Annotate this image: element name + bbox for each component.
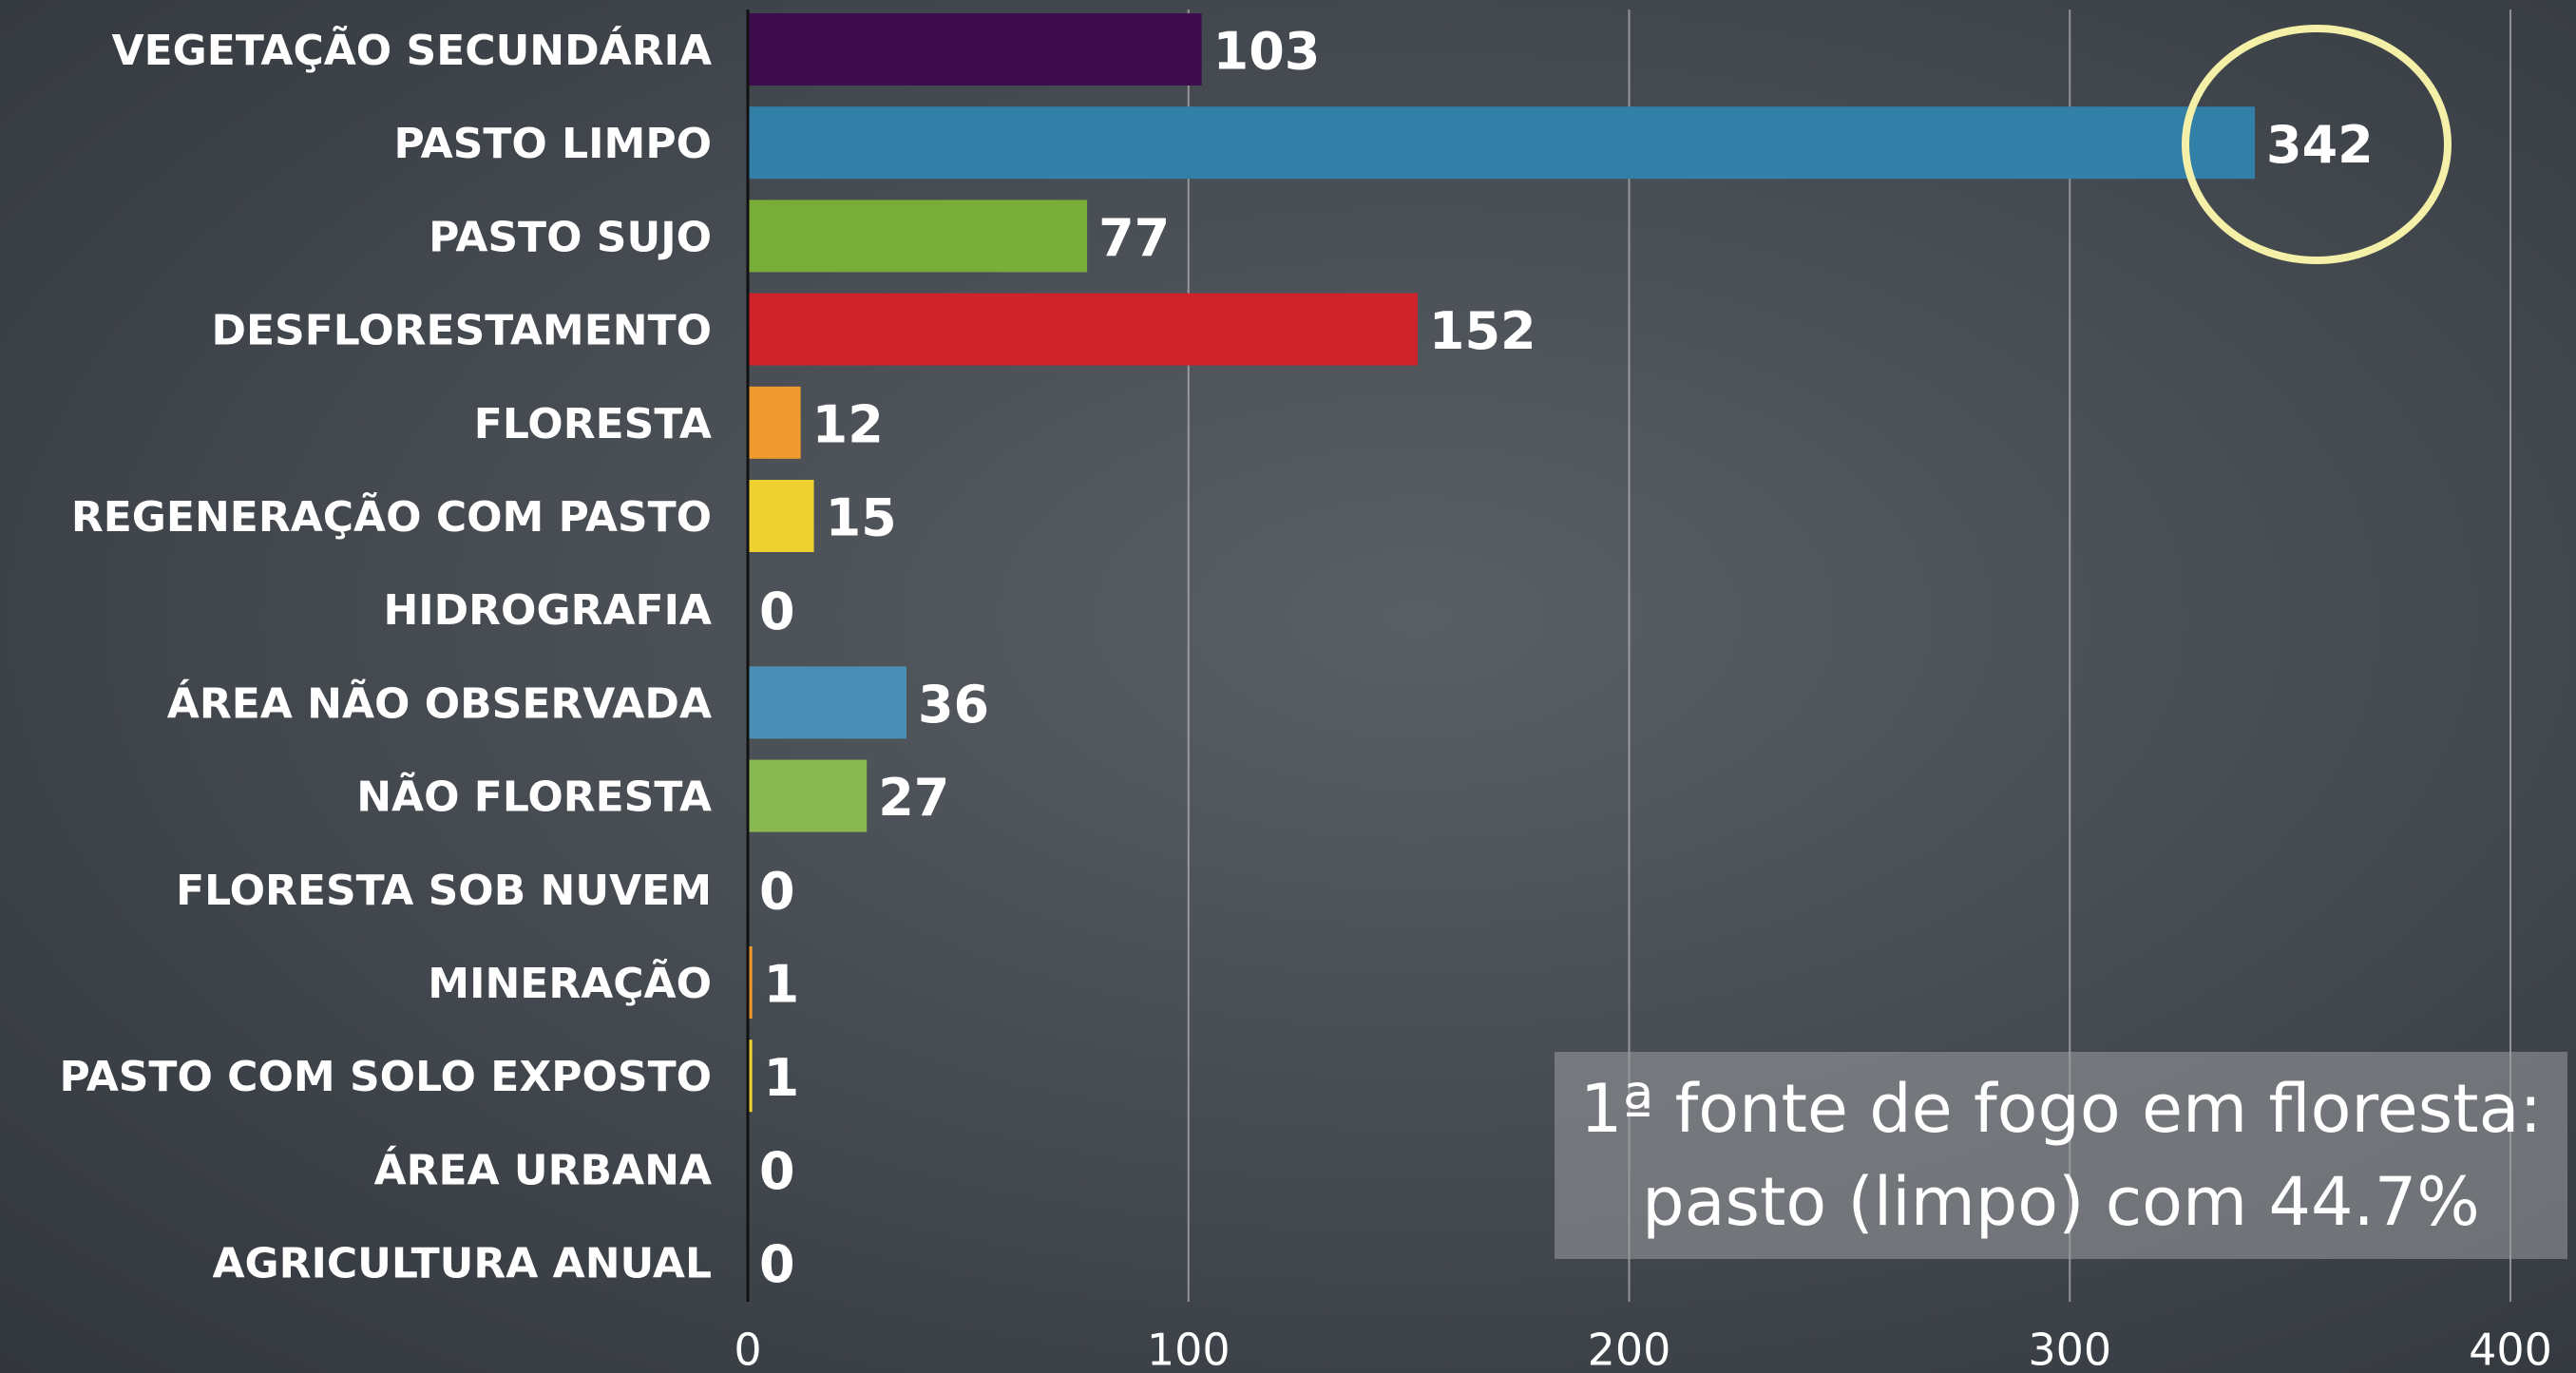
value-label: 152: [1429, 301, 1536, 361]
bar: [748, 946, 753, 1019]
y-tick-label: HIDROGRAFIA: [383, 586, 712, 635]
y-tick-label: MINERAÇÃO: [428, 958, 712, 1008]
value-label: 342: [2266, 115, 2374, 175]
y-tick-label: ÁREA NÃO OBSERVADA: [167, 677, 712, 728]
x-tick-label: 200: [1588, 1325, 1671, 1373]
y-tick-label: FLORESTA: [474, 400, 712, 448]
bar: [748, 13, 1202, 86]
value-label: 12: [812, 394, 884, 454]
x-tick-label: 400: [2469, 1325, 2552, 1373]
y-tick-label: PASTO SUJO: [429, 213, 712, 261]
bar: [748, 386, 801, 459]
value-label: 0: [759, 582, 795, 641]
value-label: 1: [764, 955, 800, 1015]
value-label: 0: [759, 1234, 795, 1294]
y-tick-label: DESFLORESTAMENTO: [211, 307, 712, 355]
y-tick-label: ÁREA URBANA: [374, 1144, 712, 1194]
annotation-box: [1555, 1052, 2567, 1259]
bar: [748, 106, 2256, 180]
y-tick-label: REGENERAÇÃO COM PASTO: [71, 491, 712, 542]
value-label: 36: [918, 675, 989, 734]
x-tick-label: 300: [2028, 1325, 2111, 1373]
y-tick-label: NÃO FLORESTA: [356, 772, 712, 822]
bar: [748, 293, 1418, 366]
value-label: 103: [1213, 22, 1321, 82]
y-tick-label: PASTO COM SOLO EXPOSTO: [59, 1053, 712, 1101]
y-tick-label: PASTO LIMPO: [393, 120, 712, 168]
value-label: 0: [759, 861, 795, 921]
bar: [748, 666, 906, 739]
bar: [748, 200, 1088, 273]
x-tick-label: 0: [734, 1325, 761, 1373]
annotation: pasto (limpo) com 44.7%: [1642, 1163, 2480, 1241]
bar: [748, 1039, 753, 1113]
bars: [748, 13, 2256, 1113]
y-tick-label: VEGETAÇÃO SECUNDÁRIA: [112, 25, 712, 75]
annotation: 1ª fonte de fogo em floresta:: [1580, 1070, 2542, 1148]
x-tick-label: 100: [1147, 1325, 1231, 1373]
value-label: 0: [759, 1141, 795, 1201]
y-tick-label: FLORESTA SOB NUVEM: [176, 867, 712, 915]
value-label: 1: [764, 1048, 800, 1108]
value-label: 27: [878, 768, 949, 828]
highlight-circle: [2182, 25, 2452, 264]
y-tick-label: AGRICULTURA ANUAL: [212, 1240, 712, 1288]
bar: [748, 480, 814, 552]
value-label: 77: [1098, 208, 1170, 268]
bar: [748, 759, 868, 832]
value-label: 15: [826, 488, 897, 548]
